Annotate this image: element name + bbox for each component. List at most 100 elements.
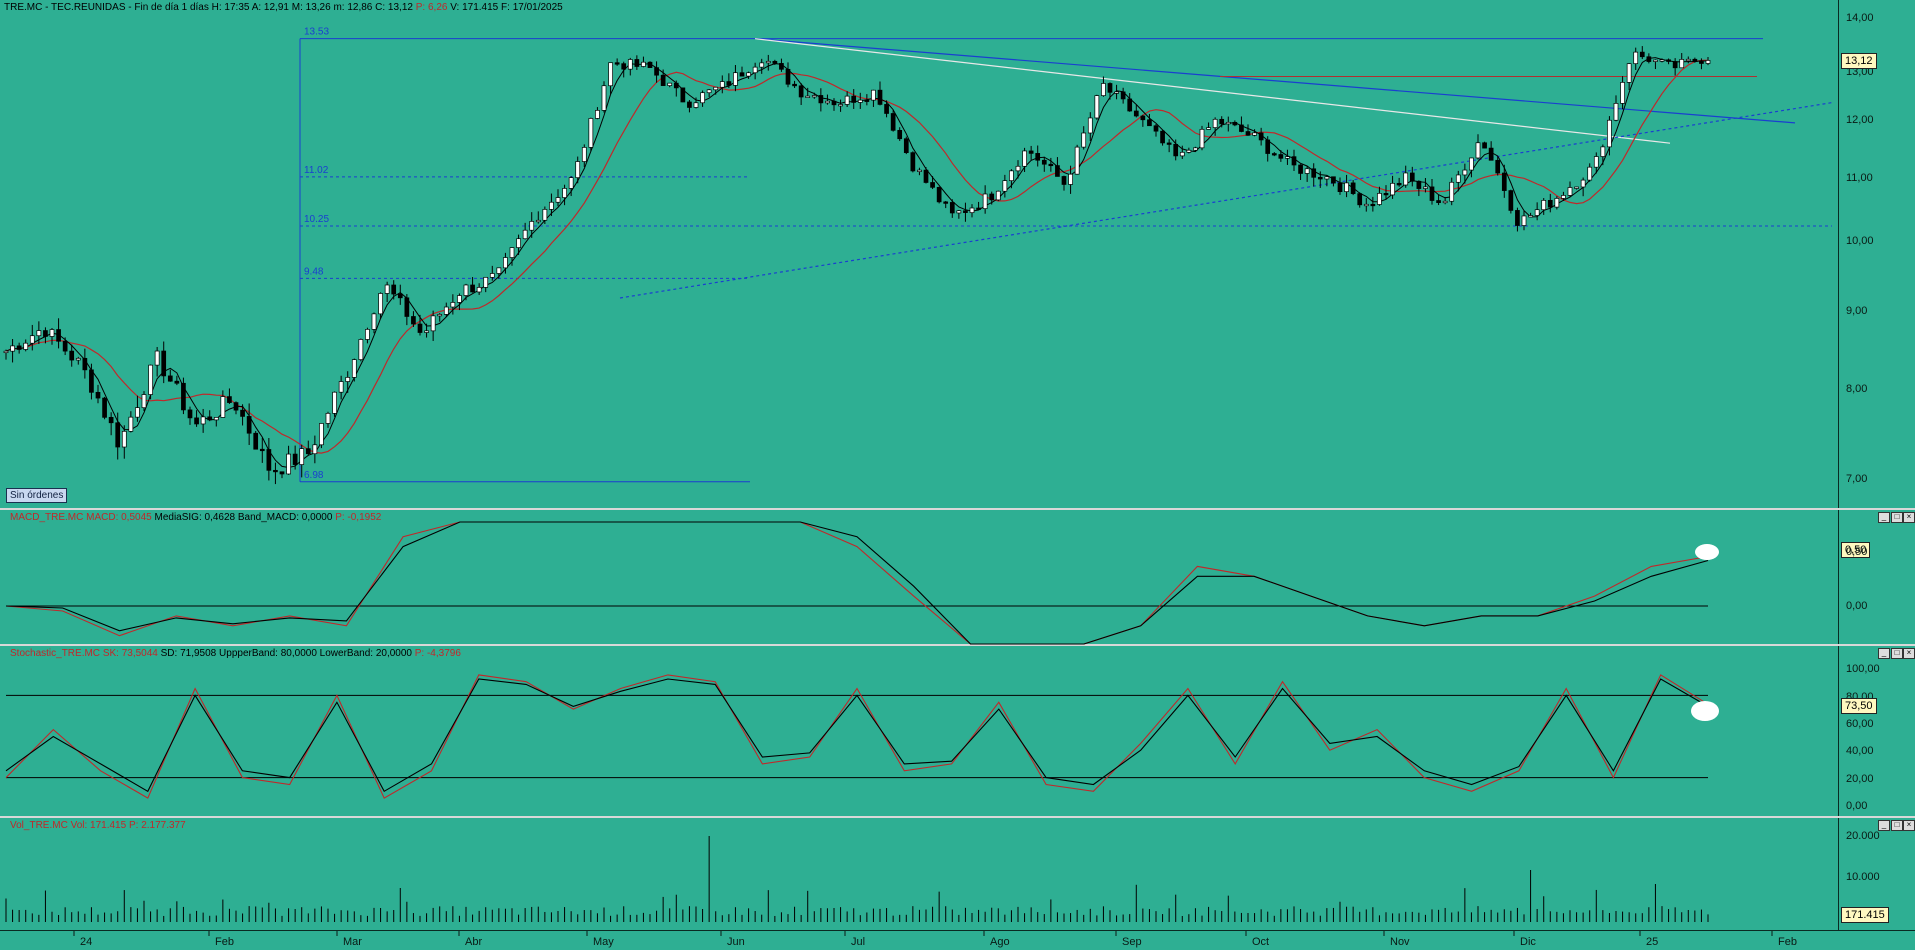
minimize-button[interactable]: _ [1878,648,1890,659]
candle-body [483,276,489,288]
candle-body [1370,203,1376,207]
candle-body [1317,176,1323,180]
moving-average-fast [5,57,1709,469]
candle-body [1285,156,1290,159]
macd-tick: 0,00 [1846,600,1868,612]
maximize-button[interactable]: □ [1891,820,1903,831]
candle-body [1173,143,1179,157]
candle-body [864,99,870,102]
candle-body [1265,139,1271,154]
stochastic-tick: 20,00 [1846,773,1874,785]
candle-body [62,340,68,352]
candle-body [733,72,738,86]
candle-body [1022,150,1027,167]
candle-body [43,330,48,337]
macd-label: MACD_TRE.MC [10,512,84,523]
minimize-button[interactable]: _ [1878,512,1890,523]
close-label: C: 13,12 [375,2,413,13]
candle-body [726,81,732,86]
candle-body [739,72,745,77]
time-label: H: 17:35 [211,2,250,13]
stochastic-highlight-marker [1691,701,1719,721]
candle-body [811,95,817,98]
month-label: Feb [215,936,234,948]
chart-header: TRE.MC - TEC.REUNIDAS - Fin de día 1 día… [4,2,563,13]
candle-body [621,63,627,70]
candle-body [121,430,127,448]
candle-body [437,314,443,317]
candle-body [614,62,620,65]
candle-body [1620,82,1625,104]
candle-body [1153,125,1159,132]
candle-body [1311,168,1317,178]
candle-body [476,287,482,293]
volume-tick: 10.000 [1846,871,1880,883]
candle-body [890,113,896,131]
candle-body [1383,193,1389,196]
month-label: Nov [1390,936,1410,948]
candle-body [1547,200,1553,208]
candle-body [371,313,377,330]
stochastic-header: Stochastic_TRE.MC SK: 73,5044 SD: 71,950… [10,648,461,659]
candle-body [877,89,883,105]
candle-body [95,391,101,399]
candle-body [1541,200,1547,211]
macd-band: Band_MACD: 0,0000 [237,512,333,523]
candle-body [785,68,791,85]
candle-body [332,391,337,414]
candle-body [1390,182,1395,196]
volume-p: P: 2.177.377 [128,820,186,831]
stochastic-last-value: 73,50 [1841,698,1877,714]
stochastic-panel[interactable] [0,646,1838,816]
candle-body [3,350,9,354]
candle-body [903,138,909,153]
candle-body [1094,95,1100,119]
candle-body [108,416,114,424]
candle-body [989,193,995,201]
candle-body [930,182,935,188]
candle-body [424,330,429,333]
candle-body [384,284,390,294]
candle-body [995,190,1001,201]
candle-body [240,409,245,417]
candle-body [706,89,712,94]
candle-body [1469,157,1474,171]
price-tick: 9,00 [1846,305,1868,317]
candle-body [923,169,929,183]
candle-body [1495,159,1501,174]
candle-body [851,95,857,103]
maximize-button[interactable]: □ [1891,648,1903,659]
candle-body [1041,159,1047,165]
stochastic-lower: LowerBand: 20,0000 [319,648,412,659]
month-label: Ago [990,936,1010,948]
candle-body [1219,118,1225,125]
candle-body [457,295,462,303]
minimize-button[interactable]: _ [1878,820,1890,831]
percent-label: P: 6,26 [415,2,448,13]
candle-body [463,284,469,296]
candle-body [549,201,554,210]
candle-body [1271,153,1277,156]
candle-body [588,118,594,148]
candle-body [825,100,830,104]
orders-button[interactable]: Sin órdenes [6,488,68,503]
candle-body [1659,59,1665,62]
candle-body [378,293,383,315]
candle-body [312,444,318,455]
price-tick: 14,00 [1846,12,1874,24]
price-last-value: 13,12 [1841,53,1877,69]
candle-body [976,207,981,210]
macd-panel[interactable] [0,510,1838,644]
candle-body [246,416,252,434]
candle-body [818,95,824,104]
candle-body [759,62,765,68]
candle-body [49,329,55,337]
price-panel[interactable] [0,0,1838,508]
candle-body [1429,186,1435,201]
candle-body [1692,58,1698,62]
stochastic-tick: 100,00 [1846,663,1880,675]
maximize-button[interactable]: □ [1891,512,1903,523]
candle-body [1685,58,1691,62]
candle-body [1107,83,1113,93]
candle-body [1009,170,1014,182]
